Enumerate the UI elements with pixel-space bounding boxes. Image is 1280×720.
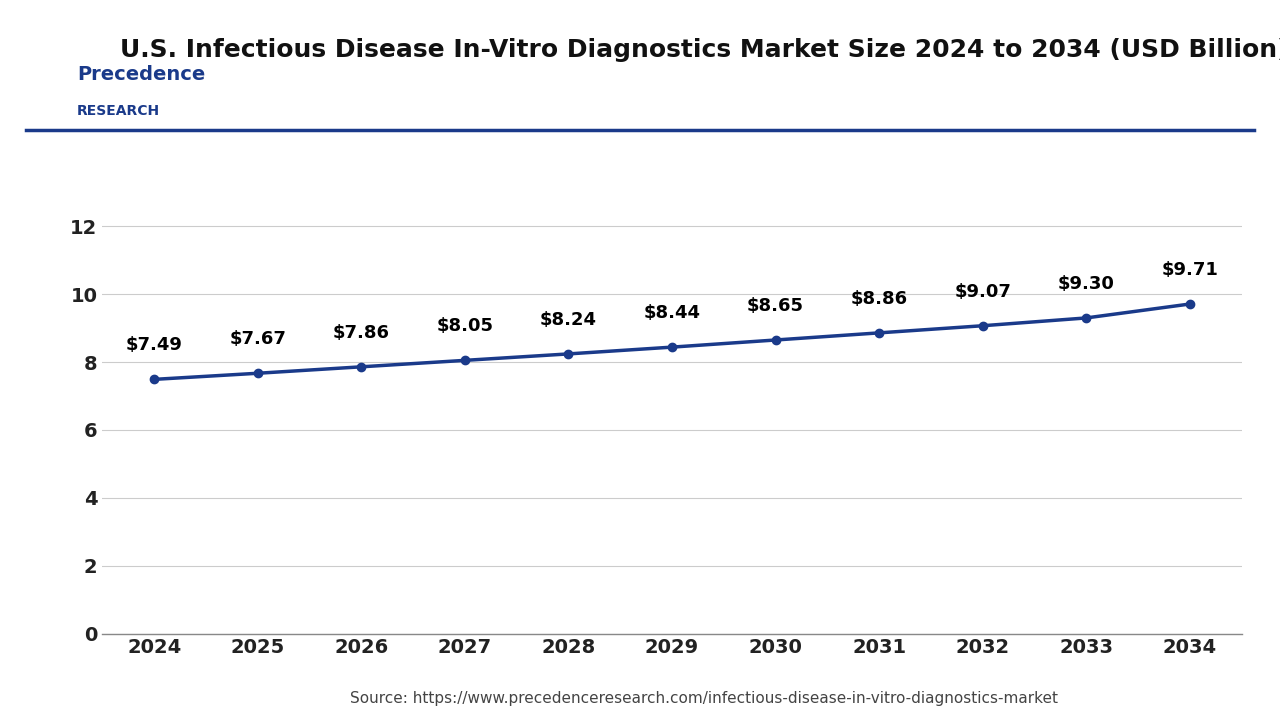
Text: $8.65: $8.65 — [748, 297, 804, 315]
Text: $9.07: $9.07 — [955, 283, 1011, 301]
Text: $8.05: $8.05 — [436, 318, 493, 336]
Text: $8.24: $8.24 — [540, 311, 596, 329]
Text: Source: https://www.precedenceresearch.com/infectious-disease-in-vitro-diagnosti: Source: https://www.precedenceresearch.c… — [349, 690, 1059, 706]
Text: $9.71: $9.71 — [1161, 261, 1219, 279]
Text: $8.86: $8.86 — [851, 290, 908, 308]
Text: Precedence: Precedence — [77, 65, 205, 84]
Text: $8.44: $8.44 — [644, 304, 700, 322]
Text: $7.67: $7.67 — [229, 330, 287, 348]
Text: $9.30: $9.30 — [1057, 275, 1115, 293]
Text: $7.49: $7.49 — [125, 336, 183, 354]
Text: RESEARCH: RESEARCH — [77, 104, 160, 118]
Text: $7.86: $7.86 — [333, 324, 390, 342]
Text: U.S. Infectious Disease In-Vitro Diagnostics Market Size 2024 to 2034 (USD Billi: U.S. Infectious Disease In-Vitro Diagnos… — [120, 38, 1280, 63]
